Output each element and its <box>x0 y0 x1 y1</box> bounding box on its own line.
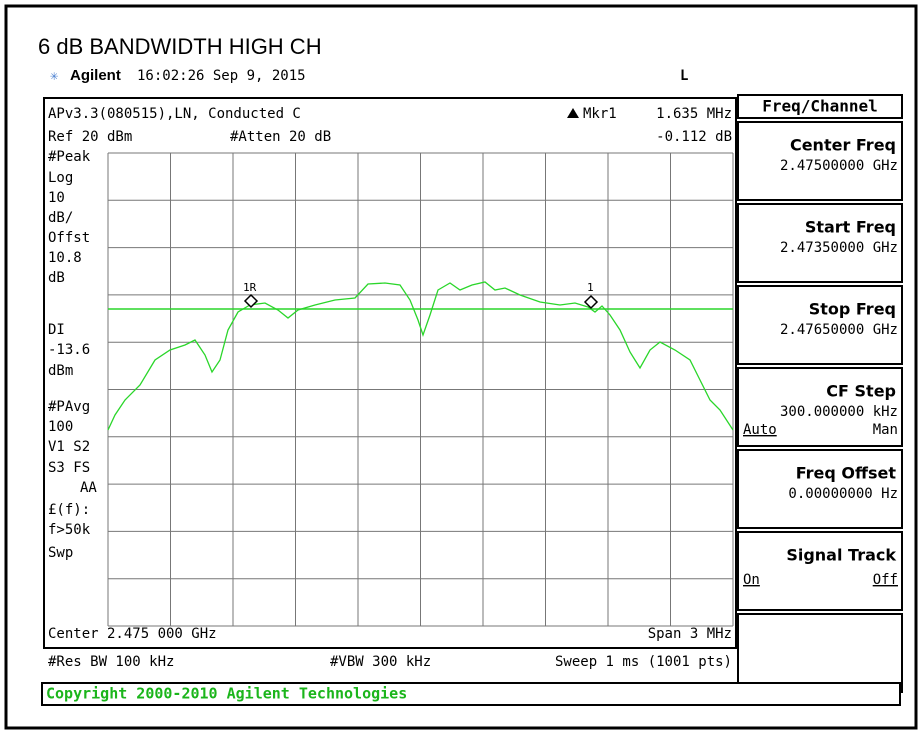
side-label: #Peak <box>48 149 91 165</box>
softkey-option: Man <box>873 422 898 438</box>
timestamp: 16:02:26 Sep 9, 2015 <box>137 68 306 84</box>
softkey[interactable] <box>737 449 903 529</box>
side-label: -13.6 <box>48 342 90 358</box>
side-label: V1 S2 <box>48 439 90 455</box>
side-label: Offst <box>48 230 90 246</box>
menu-title: Freq/Channel <box>762 97 878 116</box>
side-label: Log <box>48 170 73 186</box>
footer-box <box>41 682 901 706</box>
marker-ref <box>243 293 259 309</box>
atten: #Atten 20 dB <box>230 129 331 145</box>
side-label: AA <box>80 480 97 496</box>
trace <box>107 281 734 431</box>
marker-delta <box>583 294 599 310</box>
side-label: £(f): <box>48 502 90 518</box>
top-left: APv3.3(080515),LN, Conducted C <box>48 106 301 122</box>
softkey[interactable] <box>737 203 903 283</box>
ref: Ref 20 dBm <box>48 129 132 145</box>
softkey[interactable] <box>737 531 903 611</box>
side-label: Swp <box>48 545 73 561</box>
softkey-option: Off <box>873 572 898 588</box>
softkeys: Center Freq 2.47500000 GHz Start Freq 2.473… <box>737 121 903 693</box>
marker-freq: 1.635 MHz <box>656 106 732 122</box>
side-label: DI <box>48 322 65 338</box>
softkey[interactable] <box>737 367 903 447</box>
softkey-value: 300.000000 kHz <box>780 404 898 420</box>
softkey-value: 2.47650000 GHz <box>780 322 898 338</box>
copyright: Copyright 2000-2010 Agilent Technologies <box>46 685 407 703</box>
sweep: Sweep 1 ms (1001 pts) <box>555 654 732 670</box>
softkey-value: 2.47500000 GHz <box>780 158 898 174</box>
res-bw: #Res BW 100 kHz <box>48 654 174 670</box>
softkey[interactable] <box>737 121 903 201</box>
side-label: f>50k <box>48 522 91 538</box>
softkey-label: Signal Track <box>786 546 896 565</box>
softkey-value: 2.47350000 GHz <box>780 240 898 256</box>
softkey-label: Stop Freq <box>809 300 896 319</box>
icon: ✳ <box>50 68 59 84</box>
vbw: #VBW 300 kHz <box>330 654 431 670</box>
side-label: dBm <box>48 363 73 379</box>
display <box>43 97 737 649</box>
title: 6 dB BANDWIDTH HIGH CH <box>38 34 322 59</box>
softkey-label: Freq Offset <box>796 464 897 483</box>
softkey[interactable] <box>737 613 903 693</box>
softkey-label: CF Step <box>826 382 896 401</box>
center: Center 2.475 000 GHz <box>48 626 217 642</box>
side-label: 10 <box>48 190 65 206</box>
softkey-option: On <box>743 572 760 588</box>
marker-label: 1R <box>243 281 257 294</box>
side-label: 100 <box>48 419 73 435</box>
brand: Agilent <box>70 67 121 84</box>
marker-level: -0.112 dB <box>656 129 732 145</box>
delta <box>567 108 579 118</box>
side-label: #PAvg <box>48 399 90 415</box>
softkey-label: Center Freq <box>790 136 896 155</box>
marker-label: 1 <box>587 281 594 294</box>
side-label: dB/ <box>48 210 73 226</box>
softkey-value: 0.00000000 Hz <box>788 486 898 502</box>
side-label: S3 FS <box>48 460 90 476</box>
side-label: 10.8 <box>48 250 82 266</box>
softkey-label: Start Freq <box>805 218 896 237</box>
menu-title-box <box>737 94 903 119</box>
side-label: dB <box>48 270 65 286</box>
marker: Mkr1 <box>583 106 617 122</box>
span: Span 3 MHz <box>648 626 732 642</box>
graticule <box>107 152 734 627</box>
softkey[interactable] <box>737 285 903 365</box>
softkey-option: Auto <box>743 422 777 438</box>
mode: L <box>680 68 688 84</box>
